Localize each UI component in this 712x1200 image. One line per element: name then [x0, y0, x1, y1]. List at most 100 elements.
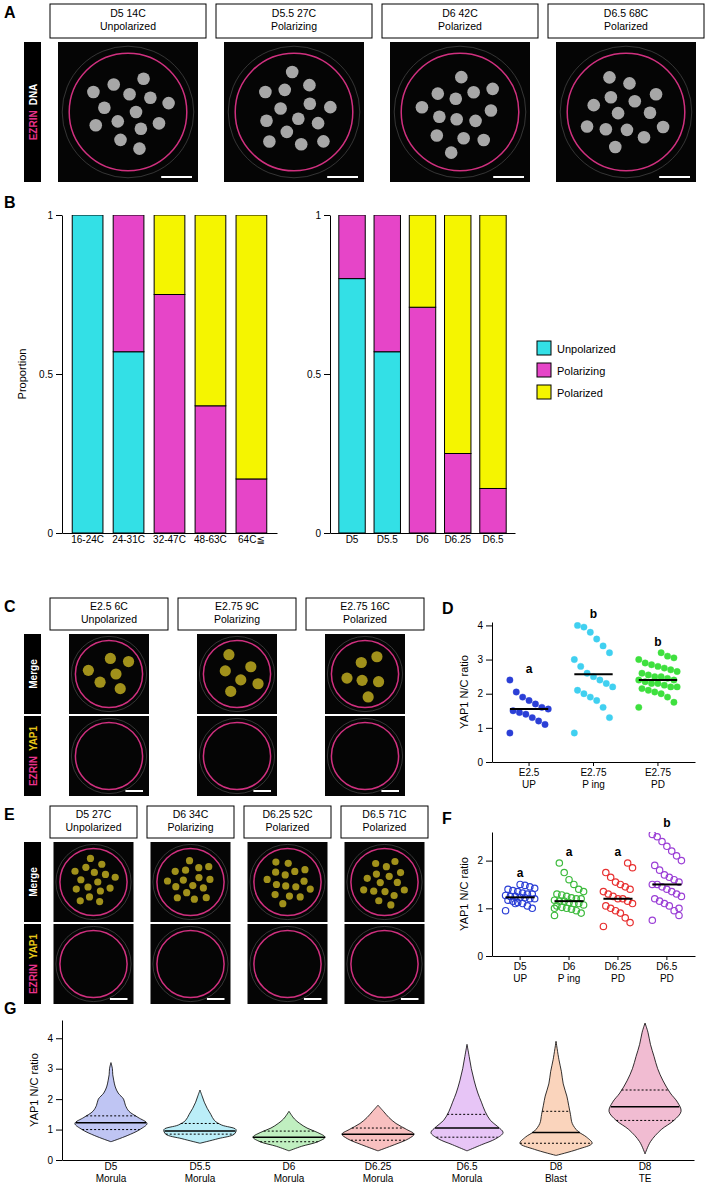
tick-label: 2 — [477, 855, 483, 866]
row-label: EZRINYAP1 — [28, 725, 39, 786]
axis-title: YAP1 N/C ratio — [28, 1053, 40, 1127]
point — [668, 667, 674, 673]
nucleus — [370, 888, 377, 895]
tick-label: 1 — [315, 210, 321, 221]
point — [636, 656, 642, 662]
significance-letter: a — [566, 845, 573, 859]
mean-line — [510, 708, 548, 710]
embryo-outline — [331, 640, 398, 707]
row-label-box — [24, 716, 41, 796]
tick-label: 0.5 — [39, 369, 53, 380]
point — [587, 694, 593, 700]
micrograph — [556, 42, 696, 182]
nucleus — [650, 88, 663, 101]
tick: 64C≦ — [238, 533, 265, 545]
row-label: Merge — [28, 659, 39, 689]
scale-bar — [659, 176, 690, 178]
scale-bar — [327, 176, 358, 178]
header-box — [382, 4, 538, 38]
row-label-part: YAP1 — [28, 933, 39, 959]
tick-mark — [486, 956, 492, 957]
tick-label-line: D6 — [283, 1161, 296, 1172]
tick: E2.75P ing — [580, 762, 607, 790]
x-axis: D5D5.5D6D6.25D6.5 — [331, 533, 516, 545]
nucleus — [609, 141, 622, 154]
x-axis: E2.5UP E2.75P ing E2.75PD — [493, 762, 696, 790]
nucleus — [391, 858, 398, 865]
tick-mark — [56, 1038, 62, 1039]
point — [535, 718, 541, 724]
panel-letter: A — [4, 4, 16, 21]
nucleus — [291, 868, 298, 875]
tick-mark — [486, 694, 492, 695]
nucleus — [83, 665, 94, 676]
tick: 1 — [47, 1124, 62, 1135]
header-text: Polarized — [266, 821, 310, 833]
median-line — [76, 1122, 146, 1124]
embryo-outline — [567, 53, 685, 171]
nucleus — [71, 868, 78, 875]
nucleus — [172, 883, 179, 890]
nucleus — [391, 892, 398, 899]
tick: D6.25PD — [605, 956, 632, 984]
tick-mark — [486, 660, 492, 661]
header-box — [548, 4, 704, 38]
nucleus — [445, 146, 458, 159]
tick-label: D5UP — [513, 961, 527, 984]
nucleus — [223, 649, 234, 660]
nucleus — [433, 110, 446, 123]
tick: 3 — [477, 654, 492, 665]
zona — [153, 844, 228, 919]
significance-letter: a — [615, 845, 622, 859]
tick: 32-47C — [153, 533, 186, 545]
nucleus — [282, 882, 289, 889]
tick: E2.75PD — [645, 762, 672, 790]
nucleus — [431, 129, 444, 142]
nucleus — [203, 894, 210, 901]
quartile-line — [622, 1090, 669, 1091]
header-box — [50, 806, 137, 838]
median-line — [435, 1127, 499, 1129]
bar — [374, 352, 400, 533]
tick-label: 2 — [477, 688, 483, 699]
bar — [339, 215, 365, 279]
tick-mark — [486, 908, 492, 909]
nucleus — [603, 71, 616, 84]
point — [603, 903, 609, 909]
header-text: Polarizing — [271, 20, 317, 32]
point — [561, 869, 567, 875]
nucleus — [191, 896, 198, 903]
point — [593, 636, 599, 642]
legend-label: Unpolarized — [557, 343, 616, 355]
tick-label-line: Morula — [274, 1173, 305, 1184]
point — [574, 687, 580, 693]
tick: D6P ing — [558, 956, 581, 984]
significance-letter: b — [590, 607, 597, 621]
tick-mark — [657, 762, 658, 766]
header-text: D6.25 52C — [262, 808, 313, 820]
point — [649, 917, 655, 923]
bar — [409, 307, 435, 533]
header-text: D5 27C — [76, 808, 112, 820]
median-line — [532, 1132, 580, 1134]
median-line — [611, 1106, 679, 1108]
panel-letter: C — [4, 598, 16, 615]
tick: 0 — [47, 1155, 62, 1166]
bar — [339, 279, 365, 533]
nucleus — [220, 665, 231, 676]
scale-bar — [493, 176, 524, 178]
tick-label-line: D8 — [639, 1161, 652, 1172]
zona — [250, 844, 325, 919]
scale-bar — [125, 790, 143, 792]
point — [655, 663, 661, 669]
bar — [374, 215, 400, 216]
point — [652, 673, 658, 679]
nucleus — [281, 126, 294, 139]
tick-label-line: P ing — [558, 973, 581, 984]
tick: E2.5UP — [519, 762, 540, 790]
nucleus — [114, 134, 127, 147]
x-axis: D5UPD6P ingD6.25PDD6.5PD — [493, 956, 696, 984]
header-box — [216, 4, 372, 38]
point — [668, 684, 674, 690]
zona — [394, 46, 526, 178]
